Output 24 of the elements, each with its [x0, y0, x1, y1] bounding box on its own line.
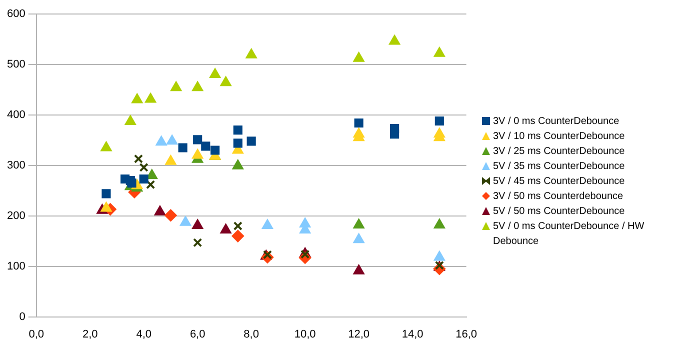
- x-tick-label: 16,0: [456, 328, 478, 340]
- x-tick-label: 8,0: [244, 328, 259, 340]
- y-tick-label: 400: [6, 108, 26, 121]
- legend-label: 5V / 45 ms CounterDebounce: [493, 175, 625, 189]
- y-tick-label: 100: [6, 260, 26, 272]
- y-tick-label: 200: [6, 210, 26, 222]
- y-tick-label: 600: [6, 8, 26, 20]
- legend-label: 3V / 50 ms Counterdebounce: [493, 190, 624, 204]
- y-tick-label: 0: [19, 310, 26, 323]
- x-tick-label: 0,0: [28, 328, 44, 340]
- x-tick-label: 6,0: [190, 328, 206, 340]
- legend-label: 5V / 35 ms CounterDebounce: [493, 160, 625, 174]
- y-tick-label: 500: [6, 58, 26, 70]
- x-tick-label: 4,0: [136, 328, 152, 340]
- x-tick-label: 10,0: [294, 328, 316, 340]
- y-tick-label: 300: [6, 159, 26, 172]
- legend-label: 3V / 10 ms CounterDebounce: [493, 130, 625, 144]
- x-tick-label: 14,0: [402, 328, 424, 340]
- x-tick-label: 12,0: [348, 328, 370, 340]
- legend-label: 3V / 25 ms CounterDebounce: [493, 145, 625, 159]
- x-tick-label: 2,0: [82, 328, 98, 340]
- legend-label: 5V / 50 ms CounterDebounce: [493, 205, 625, 219]
- legend-label: 3V / 0 ms CounterDebounce: [493, 115, 620, 129]
- legend-label: 5V / 0 ms CounterDebounce / HW Debounce: [493, 220, 646, 249]
